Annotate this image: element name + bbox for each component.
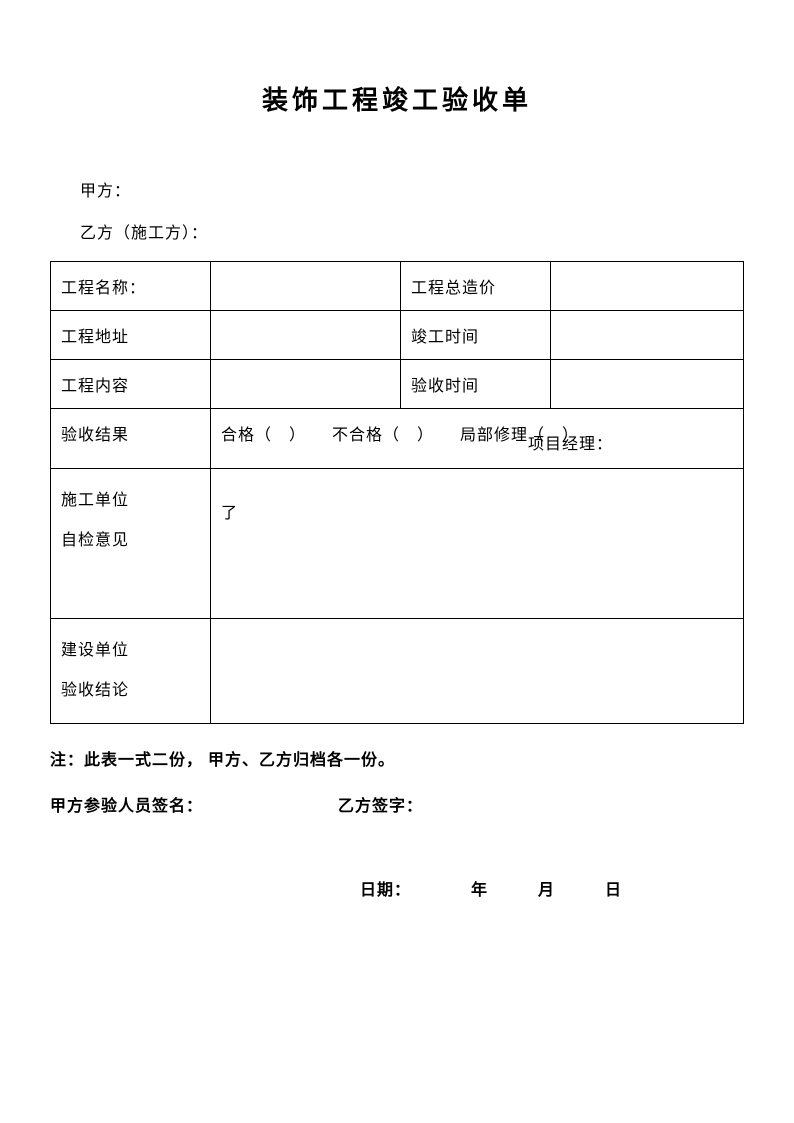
- note-text: 注：此表一式二份， 甲方、乙方归档各一份。: [50, 746, 744, 770]
- date-month-label: 月: [538, 882, 555, 899]
- conclusion-label: 建设单位 验收结论: [51, 619, 211, 724]
- completion-time-label: 竣工时间: [401, 311, 551, 360]
- project-name-label: 工程名称：: [51, 262, 211, 311]
- acceptance-form-table: 工程名称： 工程总造价 工程地址 竣工时间 工程内容 验收时间 验收结果 合格（…: [50, 261, 744, 724]
- completion-time-value: [551, 311, 744, 360]
- result-options: 合格（ ） 不合格（ ） 局部修理（ ）: [211, 409, 744, 469]
- party-b-label: 乙方（施工方）：: [50, 219, 744, 243]
- date-prefix: 日期：: [360, 882, 411, 899]
- selfcheck-label: 施工单位 自检意见: [51, 469, 211, 619]
- table-row: 工程名称： 工程总造价: [51, 262, 744, 311]
- table-row: 建设单位 验收结论: [51, 619, 744, 724]
- total-cost-value: [551, 262, 744, 311]
- conclusion-label-line2: 验收结论: [61, 671, 200, 711]
- page-title: 装饰工程竣工验收单: [50, 80, 744, 117]
- signature-b-label: 乙方签字：: [338, 792, 423, 816]
- conclusion-label-line1: 建设单位: [61, 631, 200, 671]
- total-cost-label: 工程总造价: [401, 262, 551, 311]
- project-name-value: [211, 262, 401, 311]
- date-year-label: 年: [471, 882, 488, 899]
- table-row: 验收结果 合格（ ） 不合格（ ） 局部修理（ ）: [51, 409, 744, 469]
- acceptance-time-label: 验收时间: [401, 360, 551, 409]
- table-row: 施工单位 自检意见 了 项目经理：: [51, 469, 744, 619]
- selfcheck-text: 了: [221, 499, 238, 523]
- selfcheck-content: 了 项目经理：: [211, 469, 744, 619]
- project-content-value: [211, 360, 401, 409]
- date-line: 日期： 年 月 日: [50, 876, 744, 900]
- table-row: 工程内容 验收时间: [51, 360, 744, 409]
- table-row: 工程地址 竣工时间: [51, 311, 744, 360]
- signature-a-label: 甲方参验人员签名：: [50, 798, 203, 815]
- selfcheck-label-line1: 施工单位: [61, 481, 200, 521]
- selfcheck-label-line2: 自检意见: [61, 521, 200, 561]
- conclusion-value: [211, 619, 744, 724]
- acceptance-time-value: [551, 360, 744, 409]
- signature-line: 甲方参验人员签名： 乙方签字：: [50, 792, 744, 816]
- project-address-label: 工程地址: [51, 311, 211, 360]
- party-a-label: 甲方：: [50, 177, 744, 201]
- project-manager-label: 项目经理：: [528, 430, 613, 454]
- project-address-value: [211, 311, 401, 360]
- date-day-label: 日: [605, 882, 622, 899]
- project-content-label: 工程内容: [51, 360, 211, 409]
- result-label: 验收结果: [51, 409, 211, 469]
